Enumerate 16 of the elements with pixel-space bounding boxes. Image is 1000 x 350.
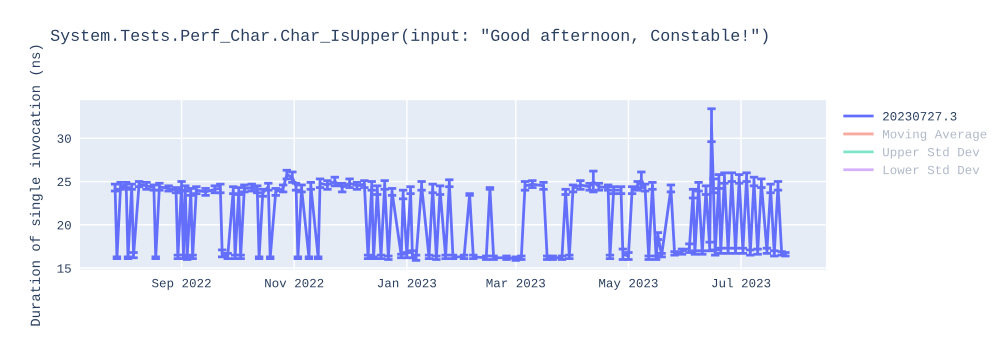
x-tick-label: Jan 2023 xyxy=(378,278,436,288)
legend-label: Lower Std Dev xyxy=(884,165,980,174)
x-tick-label: Mar 2023 xyxy=(486,278,545,288)
y-tick-label: 30 xyxy=(57,134,71,143)
x-tick-label: Sep 2022 xyxy=(152,278,211,290)
legend-label: Upper Std Dev xyxy=(883,147,980,159)
chart-title: System.Tests.Perf_Char.Char_IsUpper(input: "Good afternoon, Constable!") xyxy=(50,28,768,44)
legend-label: Moving Average xyxy=(882,129,986,141)
y-axis-title: Duration of single invocation (ns) xyxy=(30,46,43,326)
x-tick-label: May 2023 xyxy=(599,278,658,290)
y-tick-label: 20 xyxy=(58,220,71,230)
x-tick-label: Jul 2023 xyxy=(712,278,770,288)
x-tick-label: Nov 2022 xyxy=(265,278,324,288)
y-tick-label: 25 xyxy=(58,178,71,186)
legend-label: 20230727.3 xyxy=(883,112,956,121)
y-tick-label: 15 xyxy=(58,264,71,273)
